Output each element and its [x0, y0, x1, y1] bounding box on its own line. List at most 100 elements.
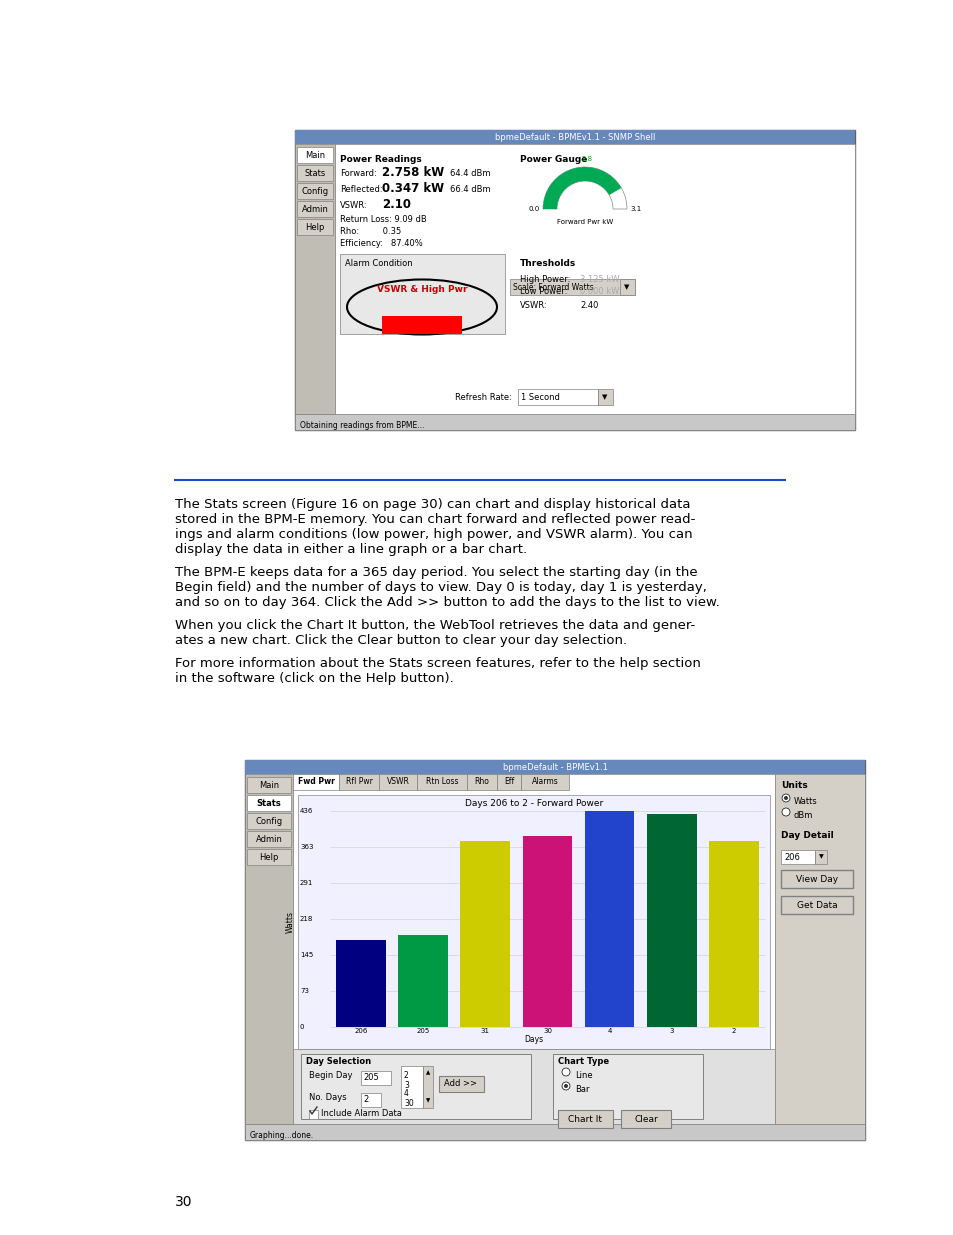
Text: No. Days: No. Days	[309, 1093, 346, 1103]
Bar	[297, 795, 769, 1049]
Text: 3.125 kW: 3.125 kW	[579, 274, 618, 284]
Text: ▼: ▼	[623, 284, 629, 290]
Text: Day Detail: Day Detail	[781, 831, 833, 841]
Text: The BPM-E keeps data for a 365 day period. You select the starting day (in the: The BPM-E keeps data for a 365 day perio…	[174, 566, 697, 579]
Text: VSWR:: VSWR:	[339, 200, 367, 210]
Bar	[620, 1110, 670, 1128]
Circle shape	[783, 797, 787, 800]
Text: Alarms: Alarms	[531, 778, 558, 787]
Text: ings and alarm conditions (low power, high power, and VSWR alarm). You can: ings and alarm conditions (low power, hi…	[174, 529, 692, 541]
Bar	[517, 389, 598, 405]
Text: Thresholds: Thresholds	[519, 259, 576, 268]
Bar	[294, 144, 335, 414]
Text: 205: 205	[416, 1028, 430, 1034]
Text: High Power:: High Power:	[519, 274, 570, 284]
Text: Begin Day: Begin Day	[309, 1072, 352, 1081]
Bar	[245, 760, 864, 774]
Text: 436: 436	[299, 808, 313, 814]
Bar	[814, 850, 826, 864]
Text: dBm: dBm	[793, 811, 813, 820]
Bar	[294, 130, 854, 144]
Bar	[438, 1076, 483, 1092]
Bar	[510, 279, 635, 295]
Text: 0.0: 0.0	[528, 206, 539, 212]
Bar	[619, 279, 635, 295]
Bar	[245, 1124, 864, 1140]
Text: ▼: ▼	[818, 855, 822, 860]
Text: Forward Pwr kW: Forward Pwr kW	[557, 219, 613, 225]
Bar	[247, 831, 291, 847]
Text: Watts: Watts	[285, 911, 294, 932]
Text: When you click the Chart It button, the WebTool retrieves the data and gener-: When you click the Chart It button, the …	[174, 619, 695, 632]
Text: Days 206 to 2 - Forward Power: Days 206 to 2 - Forward Power	[464, 799, 602, 808]
Text: 218: 218	[299, 916, 313, 923]
Text: ▼: ▼	[425, 1098, 430, 1104]
Text: VSWR: VSWR	[386, 778, 409, 787]
Text: 4: 4	[607, 1028, 611, 1034]
Text: Chart It: Chart It	[567, 1114, 601, 1124]
Text: Config: Config	[255, 816, 282, 825]
Text: 1 Second: 1 Second	[520, 393, 559, 401]
Text: 205: 205	[363, 1073, 378, 1083]
Text: Config: Config	[301, 186, 328, 195]
Text: 363: 363	[299, 845, 314, 850]
Text: 2.10: 2.10	[381, 199, 411, 211]
Bar	[584, 811, 634, 1028]
Bar	[520, 774, 568, 790]
Text: 0.347 kW: 0.347 kW	[381, 183, 444, 195]
Text: 64.4 dBm: 64.4 dBm	[450, 168, 490, 178]
Text: Power Readings: Power Readings	[339, 154, 421, 163]
Text: Refresh Rate:: Refresh Rate:	[455, 393, 512, 401]
Bar	[522, 836, 572, 1028]
Text: 2.8: 2.8	[580, 156, 592, 162]
Text: Admin: Admin	[255, 835, 282, 844]
Bar	[398, 935, 448, 1028]
Bar	[296, 201, 333, 217]
Text: ▼: ▼	[601, 394, 607, 400]
Text: Bar: Bar	[575, 1086, 589, 1094]
Bar	[378, 774, 416, 790]
Text: 3.1: 3.1	[629, 206, 640, 212]
Text: Forward:: Forward:	[339, 168, 376, 178]
Circle shape	[563, 1084, 567, 1088]
Text: 30: 30	[542, 1028, 552, 1034]
Bar	[416, 774, 467, 790]
Text: bpmeDefault - BPMEv1.1: bpmeDefault - BPMEv1.1	[502, 762, 607, 772]
Bar	[296, 183, 333, 199]
Text: Watts: Watts	[793, 798, 817, 806]
Text: Get Data: Get Data	[796, 900, 837, 909]
Text: Help: Help	[259, 852, 278, 862]
Text: Efficiency:   87.40%: Efficiency: 87.40%	[339, 238, 422, 247]
Text: Begin field) and the number of days to view. Day 0 is today, day 1 is yesterday,: Begin field) and the number of days to v…	[174, 580, 706, 594]
Text: Rfl Pwr: Rfl Pwr	[345, 778, 372, 787]
Bar	[245, 774, 293, 1124]
Wedge shape	[542, 167, 626, 209]
Text: Day Selection: Day Selection	[306, 1057, 371, 1067]
Bar	[460, 841, 510, 1028]
Text: 2.40: 2.40	[579, 300, 598, 310]
Text: Low Power:: Low Power:	[519, 288, 567, 296]
Text: 30: 30	[403, 1098, 414, 1108]
Text: Stats: Stats	[256, 799, 281, 808]
Text: 206: 206	[783, 852, 799, 862]
Text: ates a new chart. Click the Clear button to clear your day selection.: ates a new chart. Click the Clear button…	[174, 634, 626, 647]
Text: For more information about the Stats screen features, refer to the help section: For more information about the Stats scr…	[174, 657, 700, 671]
Text: The Stats screen (Figure 16 on page 30) can chart and display historical data: The Stats screen (Figure 16 on page 30) …	[174, 498, 690, 511]
Text: 2: 2	[363, 1095, 368, 1104]
Bar	[247, 813, 291, 829]
Text: Return Loss: 9.09 dB: Return Loss: 9.09 dB	[339, 215, 426, 224]
Bar	[381, 316, 461, 333]
Text: 0: 0	[299, 1024, 304, 1030]
Text: 73: 73	[299, 988, 309, 994]
Text: Help: Help	[305, 222, 324, 231]
Bar	[294, 414, 854, 430]
Text: Include Alarm Data: Include Alarm Data	[320, 1109, 401, 1119]
Text: 66.4 dBm: 66.4 dBm	[450, 184, 490, 194]
Bar	[360, 1093, 380, 1107]
Text: 3: 3	[403, 1081, 409, 1089]
Text: VSWR:: VSWR:	[519, 300, 547, 310]
Circle shape	[781, 808, 789, 816]
Text: Rho:         0.35: Rho: 0.35	[339, 226, 401, 236]
Bar	[247, 848, 291, 864]
Bar	[309, 1110, 317, 1119]
